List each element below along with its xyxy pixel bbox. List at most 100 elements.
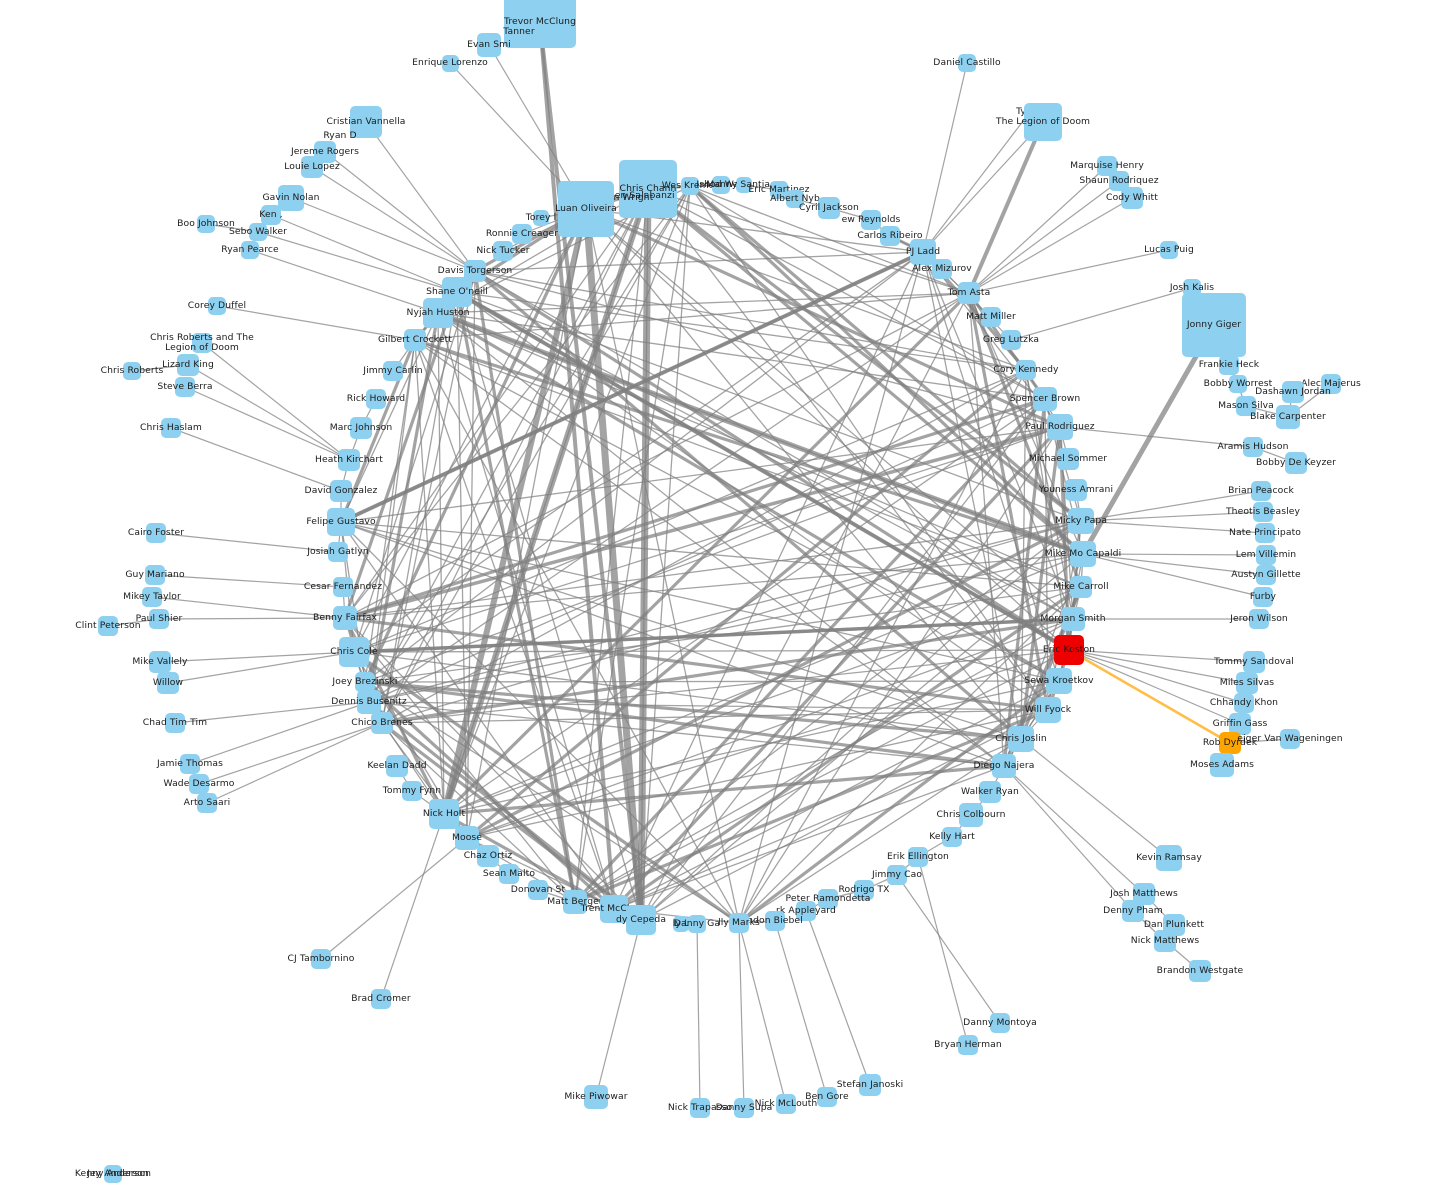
- graph-node-ronnie-creager[interactable]: [512, 224, 532, 244]
- graph-node-ben-gore[interactable]: [817, 1087, 837, 1107]
- graph-node-heath-kirchart[interactable]: [338, 449, 360, 471]
- graph-node-moses-adams[interactable]: [1210, 753, 1234, 777]
- graph-node-dashawn-jordan[interactable]: [1282, 381, 1304, 403]
- graph-node-billy-marks[interactable]: [729, 913, 749, 933]
- graph-node-rick-howard[interactable]: [366, 389, 386, 409]
- graph-node-eric-koston[interactable]: [1054, 635, 1084, 665]
- graph-node-geiger-van-wageningen[interactable]: [1280, 729, 1300, 749]
- graph-node-paul-shier[interactable]: [149, 609, 169, 629]
- graph-node-chris-haslam[interactable]: [161, 418, 181, 438]
- graph-node-willow[interactable]: [157, 672, 179, 694]
- graph-node-corey-duffel[interactable]: [208, 297, 226, 315]
- graph-node-brandon-westgate[interactable]: [1189, 960, 1211, 982]
- graph-node-eric-martinez[interactable]: [770, 181, 788, 199]
- graph-node-keelan-dadd[interactable]: [386, 755, 408, 777]
- graph-node-chico-brenes[interactable]: [371, 712, 393, 734]
- graph-node-andrew-reynolds[interactable]: [861, 210, 881, 230]
- graph-node-erik-ellington[interactable]: [908, 847, 928, 867]
- graph-node-nick-trapasso[interactable]: [690, 1098, 710, 1118]
- graph-node-chris-joslin[interactable]: [1008, 726, 1034, 752]
- graph-node-cory-kennedy[interactable]: [1016, 360, 1036, 380]
- graph-node-trent-mcclung[interactable]: [600, 895, 628, 923]
- graph-node-chris-chann[interactable]: [619, 160, 677, 218]
- graph-node-tommy-fynn[interactable]: [402, 781, 422, 801]
- graph-node-danny-garcia[interactable]: [688, 915, 706, 933]
- graph-node-ishod-wair[interactable]: [712, 176, 730, 194]
- graph-node-david-gonzalez[interactable]: [330, 480, 352, 502]
- graph-node-gilbert-crockett[interactable]: [404, 329, 426, 351]
- graph-node-marc-johnson[interactable]: [350, 417, 372, 439]
- graph-node-chaz-ortiz[interactable]: [477, 845, 499, 867]
- graph-node-jimmy-carlin[interactable]: [383, 361, 403, 381]
- graph-node-louie-lopez[interactable]: [301, 156, 323, 178]
- graph-node-jonny-giger[interactable]: [1182, 293, 1246, 357]
- graph-node-greg-lutzka[interactable]: [1001, 330, 1021, 350]
- graph-node-nick-holt[interactable]: [429, 799, 459, 829]
- graph-node-tom-asta[interactable]: [958, 282, 980, 304]
- graph-node-steve-berra[interactable]: [175, 377, 195, 397]
- graph-node-kevin-ramsay[interactable]: [1156, 845, 1182, 871]
- graph-node-legion-of-doom[interactable]: [1024, 103, 1062, 141]
- graph-node-mason-silva[interactable]: [1236, 396, 1256, 416]
- graph-node-cesar-fernandez[interactable]: [333, 577, 353, 597]
- graph-node-sean-malto[interactable]: [499, 864, 519, 884]
- graph-node-danny-supa[interactable]: [734, 1098, 754, 1118]
- graph-node-chris-cole[interactable]: [339, 637, 369, 667]
- graph-node-manny-santiago[interactable]: [736, 177, 752, 193]
- graph-node-joey-brezinski[interactable]: [355, 672, 375, 692]
- graph-node-furby[interactable]: [1253, 587, 1273, 607]
- graph-node-matt-miller[interactable]: [981, 307, 1001, 327]
- graph-node-mike-mo-capaldi[interactable]: [1070, 541, 1096, 567]
- graph-node-alex-mizurov[interactable]: [932, 259, 952, 279]
- graph-node-wes-kremer[interactable]: [681, 177, 699, 195]
- graph-node-benny-fairfax[interactable]: [333, 606, 357, 630]
- graph-node-bobby-de-keyzer[interactable]: [1285, 452, 1307, 474]
- graph-node-chris-roberts-legion[interactable]: [192, 333, 212, 353]
- graph-node-nate-principato[interactable]: [1255, 523, 1275, 543]
- graph-node-nick-mclouth[interactable]: [776, 1094, 796, 1114]
- graph-node-felipe-gustavo[interactable]: [327, 508, 355, 536]
- graph-node-aramis-hudson[interactable]: [1243, 437, 1263, 457]
- graph-node-chris-roberts[interactable]: [123, 362, 141, 380]
- graph-node-peter-ramondetta[interactable]: [818, 889, 838, 909]
- graph-node-dennis-busenitz[interactable]: [357, 690, 381, 714]
- graph-node-josiah-gatlyn[interactable]: [328, 542, 348, 562]
- graph-node-pj-ladd[interactable]: [910, 239, 936, 265]
- graph-node-chad-tim-tim[interactable]: [165, 713, 185, 733]
- graph-node-denny-pham[interactable]: [1122, 900, 1144, 922]
- graph-node-donovan-st[interactable]: [528, 880, 548, 900]
- graph-node-chhandy-khon[interactable]: [1234, 693, 1254, 713]
- graph-node-wade-desarmo[interactable]: [189, 774, 209, 794]
- graph-node-nick-matthews[interactable]: [1154, 930, 1176, 952]
- graph-node-clint-peterson[interactable]: [98, 616, 118, 636]
- graph-node-mike-piwowar[interactable]: [584, 1085, 608, 1109]
- graph-node-arto-saari[interactable]: [197, 793, 217, 813]
- graph-node-cyril-jackson[interactable]: [818, 197, 840, 219]
- graph-node-brandon-biebel[interactable]: [765, 911, 785, 931]
- graph-node-josh-kalis[interactable]: [1183, 279, 1201, 297]
- graph-node-morgan-smith[interactable]: [1061, 607, 1085, 631]
- graph-node-luan-oliveira[interactable]: [558, 181, 614, 237]
- graph-node-ryan-pearce[interactable]: [241, 241, 259, 259]
- graph-node-jimmy-cao[interactable]: [887, 865, 907, 885]
- graph-node-nick-tucker[interactable]: [493, 241, 513, 261]
- graph-node-nyjah-huston[interactable]: [423, 298, 453, 328]
- graph-node-sewa-kroetkov[interactable]: [1046, 668, 1072, 694]
- graph-node-stefan-janoski[interactable]: [859, 1074, 881, 1096]
- graph-node-lem-villemin[interactable]: [1256, 545, 1276, 565]
- graph-node-mark-appleyard[interactable]: [796, 901, 816, 921]
- graph-node-ty-lyons[interactable]: [673, 916, 689, 932]
- graph-node-frankie-heck[interactable]: [1219, 355, 1239, 375]
- graph-node-youness-amrani[interactable]: [1065, 479, 1087, 501]
- graph-node-walker-ryan[interactable]: [979, 781, 1001, 803]
- graph-node-danny-montoya[interactable]: [990, 1013, 1010, 1033]
- graph-node-mike-carroll[interactable]: [1070, 576, 1092, 598]
- graph-node-miles-silvas[interactable]: [1236, 672, 1258, 694]
- graph-node-micky-papa[interactable]: [1068, 508, 1094, 534]
- graph-node-lucas-puig[interactable]: [1160, 241, 1178, 259]
- graph-node-matt-berger[interactable]: [563, 890, 587, 914]
- graph-node-tommy-sandoval[interactable]: [1243, 651, 1265, 673]
- graph-node-mikey-taylor[interactable]: [142, 587, 162, 607]
- graph-node-evan-smi[interactable]: [477, 33, 501, 57]
- graph-node-cristian-vannella[interactable]: [350, 106, 382, 138]
